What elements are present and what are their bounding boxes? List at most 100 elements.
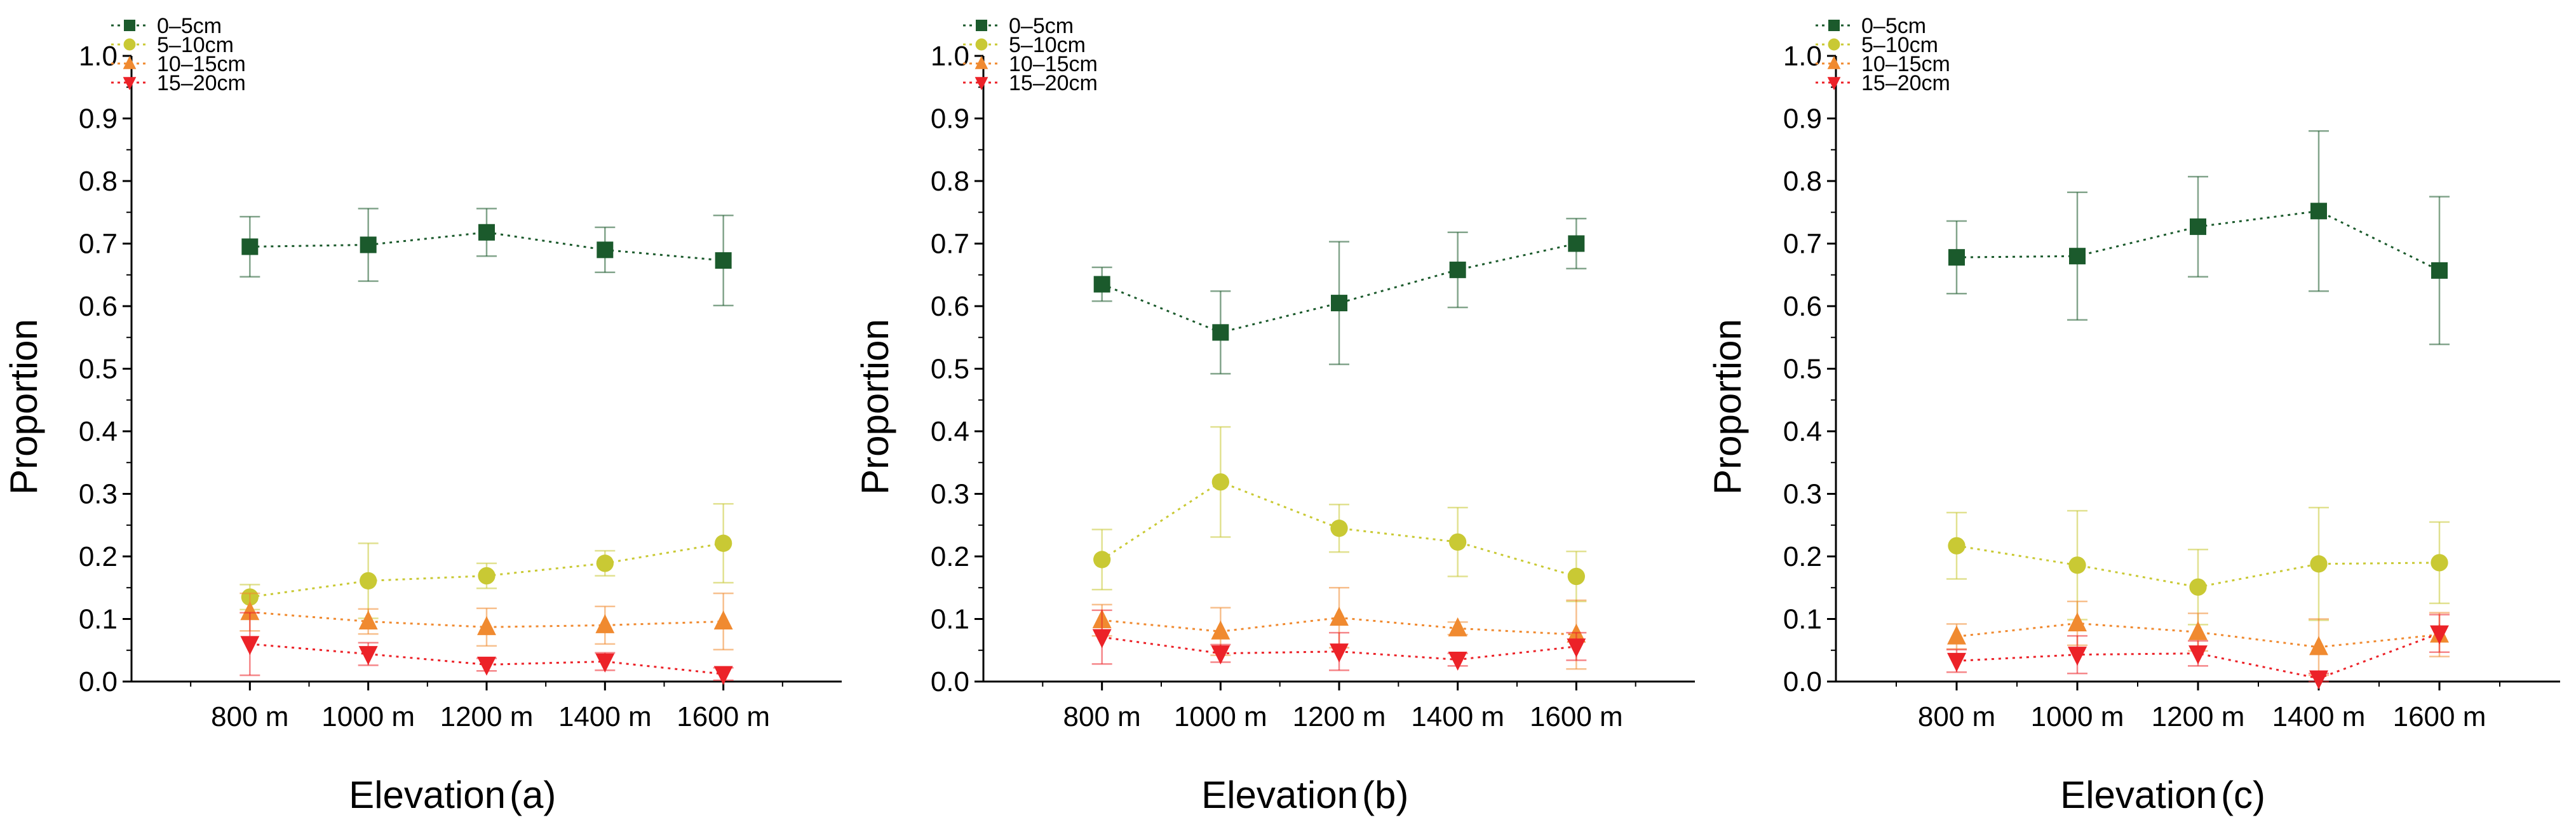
series-2: [1091, 426, 1587, 603]
data-point: [1567, 567, 1585, 586]
data-point: [1093, 276, 1110, 293]
y-tick-label: 0.2: [1783, 541, 1822, 572]
data-point: [358, 610, 378, 629]
legend-marker: [124, 20, 135, 31]
data-point: [1211, 620, 1231, 640]
y-tick-label: 0.4: [931, 416, 969, 447]
legend-label: 5–10cm: [157, 33, 234, 57]
y-tick-label: 0.3: [931, 479, 969, 510]
data-point: [2190, 218, 2206, 235]
y-axis-title: Proportion: [1706, 319, 1749, 495]
data-point: [2430, 625, 2449, 645]
y-tick-label: 0.2: [931, 541, 969, 572]
data-point: [597, 241, 614, 259]
y-tick-label: 0.6: [79, 291, 118, 322]
legend-marker: [975, 38, 988, 51]
data-point: [1948, 249, 1965, 266]
data-point: [715, 252, 732, 269]
y-tick-label: 0.6: [1783, 291, 1822, 322]
y-tick-label: 0.2: [79, 541, 118, 572]
data-point: [1331, 295, 1347, 312]
data-point: [1211, 473, 1229, 491]
series-line: [1102, 243, 1577, 333]
data-point: [595, 614, 615, 633]
series-1: [239, 208, 734, 307]
legend-marker: [974, 77, 988, 91]
data-point: [713, 666, 733, 685]
legend-marker: [1827, 77, 1841, 91]
y-tick-label: 0.9: [79, 104, 118, 135]
legend-label: 15–20cm: [1861, 71, 1950, 95]
x-axis-title: Elevation: [2060, 774, 2217, 816]
data-point: [1448, 617, 1467, 636]
data-point: [2431, 554, 2448, 572]
data-point: [2068, 612, 2087, 631]
series-line: [250, 231, 724, 262]
data-point: [2309, 670, 2328, 690]
data-point: [1211, 645, 1231, 665]
data-point: [2310, 203, 2327, 220]
data-point: [2188, 645, 2208, 665]
data-point: [1330, 520, 1348, 537]
data-point: [1947, 652, 1966, 672]
legend-marker: [123, 55, 137, 69]
data-point: [478, 567, 496, 585]
y-tick-label: 0.3: [1783, 479, 1822, 510]
x-tick-label: 1600 m: [677, 701, 770, 732]
legend-label: 0–5cm: [1861, 14, 1926, 38]
x-tick-label: 1400 m: [1411, 701, 1504, 732]
legend-marker: [974, 55, 988, 69]
series-4: [239, 612, 734, 685]
series-line: [1956, 632, 2440, 680]
y-tick-label: 0.8: [931, 166, 969, 197]
legend-label: 0–5cm: [1009, 14, 1074, 38]
x-tick-label: 1200 m: [440, 701, 534, 732]
data-point: [1948, 537, 1966, 555]
y-tick-label: 0.5: [931, 354, 969, 385]
series-line: [250, 611, 724, 628]
x-axis-title: Elevation: [1201, 774, 1358, 816]
chart-panel-1: 0.0 0.1 0.2 0.3 0.4 0.5 0.6 0.7 0.8 0.9 1.0 800 m 10…: [3, 14, 842, 816]
y-tick-label: 0.4: [79, 416, 118, 447]
chart-panel-2: 0.0 0.1 0.2 0.3 0.4 0.5 0.6 0.7 0.8 0.9 1.0 800 m 10…: [854, 14, 1695, 816]
x-tick-label: 1200 m: [1293, 701, 1386, 732]
y-tick-label: 0.5: [79, 354, 118, 385]
x-tick-label: 1600 m: [1530, 701, 1623, 732]
data-point: [2431, 262, 2448, 279]
panel-label: (c): [2221, 774, 2265, 816]
y-tick-label: 0.3: [79, 479, 118, 510]
y-tick-label: 0.8: [1783, 166, 1822, 197]
x-tick-label: 1000 m: [2031, 701, 2124, 732]
y-tick-label: 0.8: [79, 166, 118, 197]
data-point: [1449, 261, 1466, 278]
y-tick-label: 0.7: [1783, 229, 1822, 260]
data-point: [360, 572, 377, 590]
data-point: [1093, 551, 1111, 568]
data-point: [2188, 621, 2208, 640]
data-point: [1448, 651, 1467, 671]
data-point: [596, 555, 614, 572]
y-tick-label: 0.1: [1783, 604, 1822, 635]
y-tick-label: 0.1: [79, 604, 118, 635]
legend-marker: [1828, 20, 1840, 31]
x-tick-label: 1400 m: [558, 701, 652, 732]
data-point: [1330, 607, 1349, 626]
series-2: [1946, 506, 2450, 626]
y-axis-title: Proportion: [854, 319, 896, 495]
series-2: [239, 503, 734, 619]
data-point: [1092, 629, 1112, 649]
legend-label: 15–20cm: [1009, 71, 1098, 95]
data-point: [477, 615, 496, 635]
data-point: [241, 238, 259, 255]
x-axis-title: Elevation: [349, 774, 506, 816]
data-point: [240, 636, 260, 656]
y-tick-label: 1.0: [1783, 41, 1822, 72]
x-tick-label: 1000 m: [1174, 701, 1267, 732]
x-tick-label: 1200 m: [2152, 701, 2245, 732]
y-tick-label: 0.1: [931, 604, 969, 635]
legend-label: 10–15cm: [1009, 52, 1098, 76]
y-tick-label: 1.0: [931, 41, 969, 72]
